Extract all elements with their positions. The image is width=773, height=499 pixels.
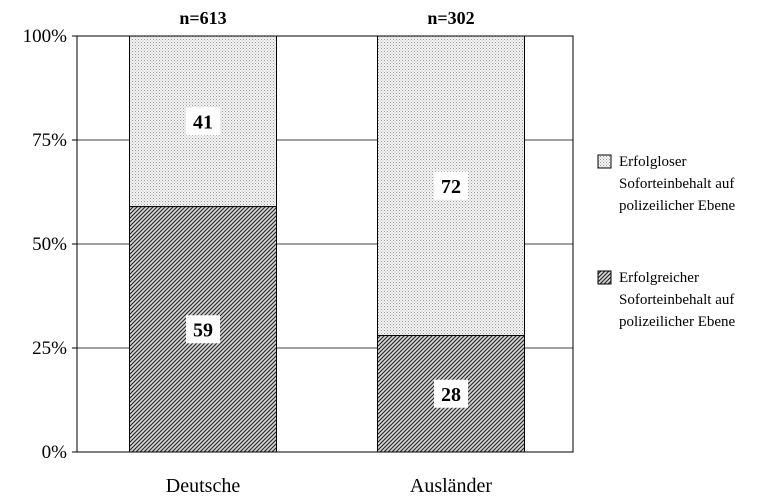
- legend-swatch: [597, 154, 612, 169]
- legend-label-line: polizeilicher Ebene: [619, 198, 736, 214]
- x-category-label: Ausländer: [410, 475, 493, 497]
- legend-label-line: Soforteinbehalt auf: [619, 292, 734, 308]
- data-label-background: [186, 315, 220, 344]
- legend-label-line: Soforteinbehalt auf: [619, 176, 734, 192]
- legend-label-line: Erfolgreicher: [619, 270, 699, 286]
- data-label-background: [434, 379, 468, 408]
- sample-size-label: n=613: [179, 8, 226, 28]
- legend-label-line: Erfolgloser: [619, 154, 686, 170]
- y-tick-label: 75%: [32, 130, 67, 151]
- data-label-background: [434, 171, 468, 200]
- y-tick-label: 25%: [32, 338, 67, 359]
- y-tick-label: 0%: [42, 442, 68, 463]
- legend: Erfolgloser Soforteinbehalt auf polizeilic…: [597, 154, 736, 330]
- data-label-background: [186, 107, 220, 136]
- legend-label-line: polizeilicher Ebene: [619, 314, 736, 330]
- y-tick-label: 50%: [32, 234, 67, 255]
- sample-size-label: n=302: [427, 8, 474, 28]
- plot-area: 0% 25% 50% 75% 100% 59 41 n=613 Deutsche 28 72 n=30…: [23, 8, 574, 497]
- data-label: 59: [193, 319, 213, 341]
- data-label: 41: [193, 111, 213, 133]
- data-label: 28: [441, 384, 461, 406]
- x-category-label: Deutsche: [166, 475, 241, 497]
- y-tick-label: 100%: [23, 26, 68, 47]
- legend-swatch: [597, 270, 612, 285]
- data-label: 72: [441, 176, 461, 198]
